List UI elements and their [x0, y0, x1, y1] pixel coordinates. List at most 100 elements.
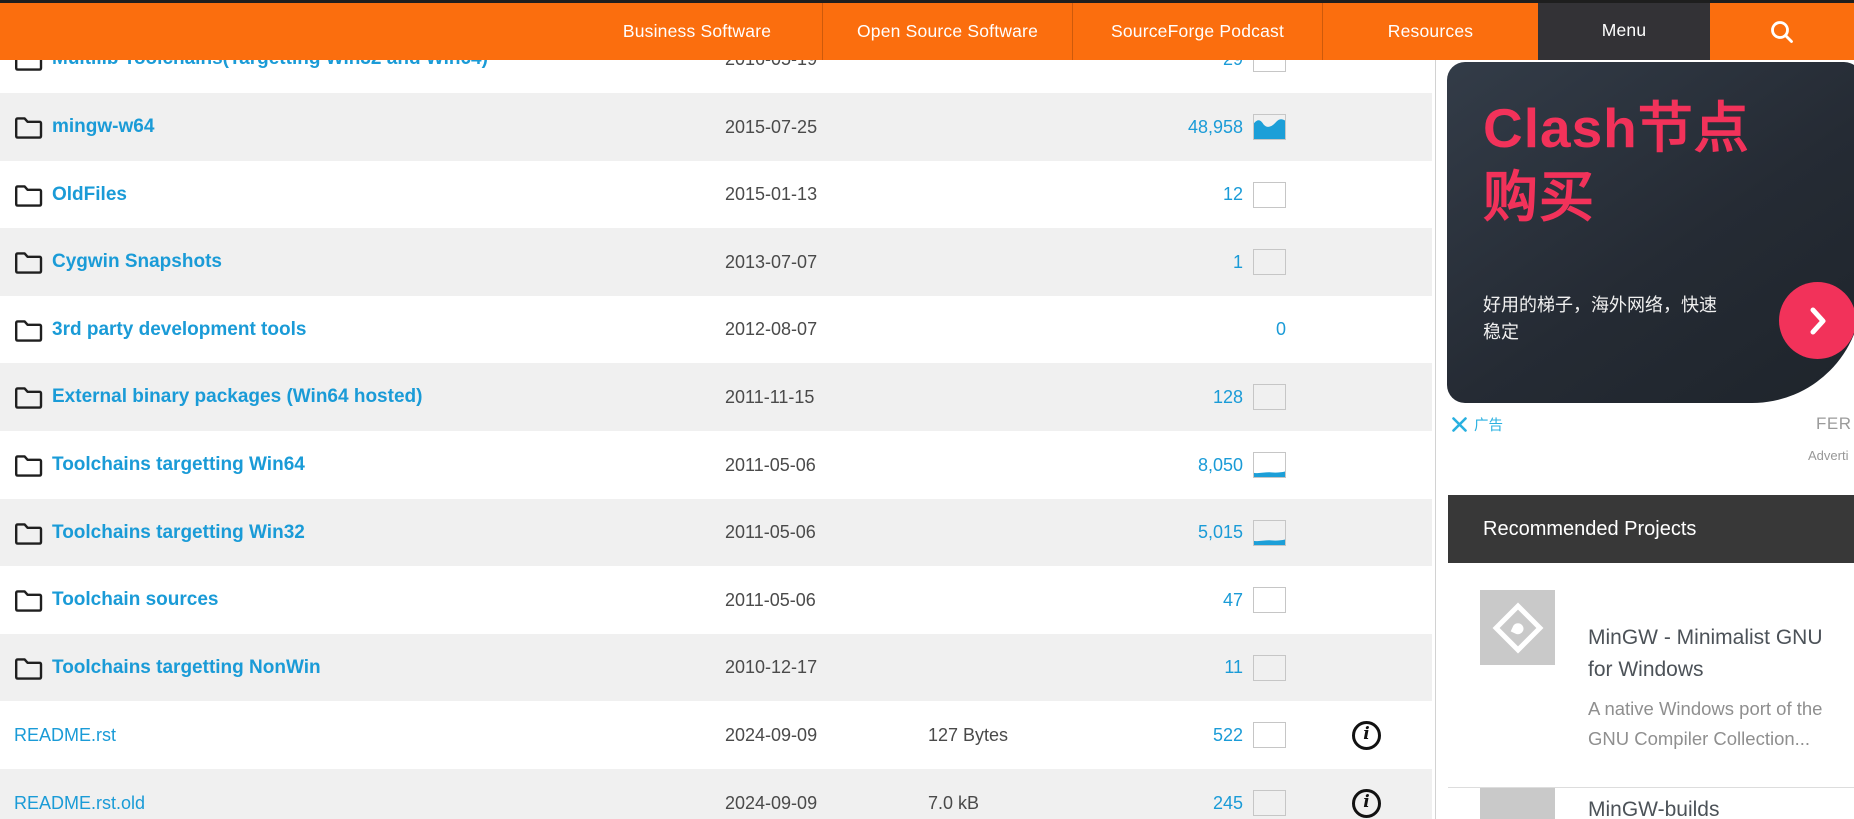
- downloads-cell: 8,050: [1000, 431, 1286, 499]
- downloads-cell: 5,015: [1000, 499, 1286, 567]
- folder-icon: [15, 117, 43, 139]
- downloads-cell: 0: [1000, 296, 1286, 364]
- info-cell: i: [1352, 701, 1381, 769]
- downloads-cell: 1: [1000, 228, 1286, 296]
- nav-resources[interactable]: Resources: [1322, 3, 1538, 60]
- ad-brand-text: FER: [1816, 414, 1852, 433]
- table-row: External binary packages (Win64 hosted) 2…: [0, 363, 1432, 432]
- ad-title: Clash节点 购买: [1483, 97, 1750, 228]
- file-link[interactable]: External binary packages (Win64 hosted): [52, 386, 423, 408]
- name-cell: Toolchain sources: [14, 566, 218, 634]
- ad-banner[interactable]: Clash节点 购买 好用的梯子，海外网络，快速 稳定: [1447, 62, 1854, 403]
- downloads-count[interactable]: 1: [1232, 251, 1243, 272]
- file-link[interactable]: Toolchain sources: [52, 589, 219, 611]
- project-logo[interactable]: [1480, 788, 1555, 819]
- project-divider: [1448, 787, 1854, 788]
- download-trend-icon[interactable]: [1253, 114, 1286, 140]
- modified-date: 2024-09-09: [725, 792, 818, 813]
- info-icon[interactable]: i: [1352, 788, 1381, 818]
- name-cell: External binary packages (Win64 hosted): [14, 363, 422, 431]
- file-size: 7.0 kB: [928, 792, 980, 813]
- ad-arrow-button[interactable]: [1779, 282, 1854, 359]
- project-title-link[interactable]: MinGW - Minimalist GNU for Windows: [1588, 626, 1823, 681]
- nav-open-source-software[interactable]: Open Source Software: [822, 3, 1072, 60]
- modified-date: 2024-09-09: [725, 724, 818, 745]
- file-link[interactable]: Toolchains targetting Win64: [52, 454, 305, 475]
- recommended-projects-card: MinGW - Minimalist GNU for Windows A nat…: [1448, 563, 1854, 819]
- project-logo[interactable]: [1480, 590, 1555, 665]
- modified-date: 2011-11-15: [725, 386, 815, 407]
- downloads-count[interactable]: 11: [1224, 657, 1243, 678]
- download-trend-icon[interactable]: [1253, 654, 1286, 681]
- name-cell: Cygwin Snapshots: [14, 228, 222, 296]
- folder-icon: [15, 455, 43, 477]
- info-icon[interactable]: i: [1352, 720, 1381, 750]
- recommended-projects-title: Recommended Projects: [1483, 517, 1697, 540]
- downloads-cell: 128: [1000, 363, 1286, 431]
- table-row: OldFiles 2015-01-13 12: [0, 160, 1432, 229]
- name-cell: mingw-w64: [14, 93, 154, 161]
- file-link[interactable]: 3rd party development tools: [52, 318, 307, 340]
- file-link[interactable]: README.rst.old: [14, 792, 146, 813]
- nav-menu-button[interactable]: Menu: [1538, 0, 1710, 60]
- modified-date: 2011-05-06: [725, 589, 816, 610]
- download-trend-icon[interactable]: [1253, 181, 1286, 208]
- modified-date: 2015-07-25: [725, 116, 818, 137]
- table-row: Toolchains targetting NonWin 2010-12-17 11: [0, 633, 1432, 702]
- name-cell: README.rst.old: [14, 769, 145, 819]
- nav-sourceforge-podcast[interactable]: SourceForge Podcast: [1072, 3, 1322, 60]
- download-trend-icon[interactable]: [1253, 249, 1286, 276]
- modified-date: 2015-01-13: [725, 184, 818, 205]
- info-cell: i: [1352, 769, 1381, 819]
- folder-icon: [15, 184, 43, 207]
- nav-business-software[interactable]: Business Software: [622, 21, 772, 41]
- file-link[interactable]: Cygwin Snapshots: [52, 251, 222, 273]
- file-link[interactable]: README.rst: [14, 724, 117, 745]
- file-link[interactable]: Toolchains targetting NonWin: [52, 656, 321, 678]
- file-link[interactable]: Toolchains targetting Win32: [52, 521, 305, 543]
- downloads-count[interactable]: 245: [1212, 792, 1243, 813]
- download-trend-icon[interactable]: [1253, 722, 1286, 749]
- downloads-count[interactable]: 12: [1222, 184, 1243, 205]
- folder-icon: [15, 590, 43, 612]
- table-row: mingw-w64 2015-07-25 48,958: [0, 93, 1432, 161]
- project-title-link[interactable]: MinGW-builds: [1588, 798, 1720, 819]
- modified-date: 2010-12-17: [725, 657, 818, 678]
- downloads-count[interactable]: 5,015: [1197, 522, 1243, 543]
- modified-date: 2013-07-07: [725, 251, 818, 272]
- file-link[interactable]: mingw-w64: [52, 116, 155, 137]
- downloads-count[interactable]: 128: [1212, 386, 1243, 407]
- recommended-projects-header: Recommended Projects: [1448, 495, 1854, 563]
- downloads-cell: 48,958: [1000, 93, 1286, 161]
- modified-date: 2012-08-07: [725, 319, 818, 340]
- downloads-count[interactable]: 0: [1275, 319, 1286, 340]
- table-row: Toolchains targetting Win32 2011-05-06 5,0…: [0, 498, 1432, 567]
- download-trend-icon[interactable]: [1253, 587, 1286, 614]
- downloads-count[interactable]: 522: [1212, 724, 1243, 745]
- folder-icon: [15, 657, 43, 680]
- sidebar-divider: [1435, 60, 1436, 819]
- download-trend-icon[interactable]: [1253, 452, 1286, 478]
- folder-icon: [15, 387, 43, 410]
- downloads-cell: 522: [1000, 701, 1286, 769]
- name-cell: README.rst: [14, 701, 116, 769]
- advertisement-label: Adverti: [1808, 448, 1849, 463]
- project-description: A native Windows port of the GNU Compile…: [1588, 698, 1823, 749]
- table-row: README.rst 2024-09-09 127 Bytes 522 i: [0, 701, 1432, 770]
- download-trend-icon[interactable]: [1253, 384, 1286, 411]
- search-button[interactable]: [1710, 3, 1854, 60]
- file-link[interactable]: OldFiles: [52, 183, 127, 205]
- downloads-count[interactable]: 48,958: [1187, 116, 1243, 137]
- ad-dismiss-button[interactable]: 广告: [1452, 414, 1503, 435]
- downloads-count[interactable]: 47: [1222, 589, 1243, 610]
- downloads-count[interactable]: 8,050: [1197, 454, 1243, 475]
- modified-date: 2011-05-06: [725, 454, 816, 475]
- table-row: Toolchain sources 2011-05-06 47: [0, 566, 1432, 635]
- download-trend-icon[interactable]: [1253, 519, 1286, 546]
- downloads-cell: 12: [1000, 161, 1286, 229]
- chevron-right-icon: [1810, 307, 1825, 334]
- ad-subtitle: 好用的梯子，海外网络，快速 稳定: [1483, 295, 1717, 342]
- download-trend-icon[interactable]: [1253, 790, 1286, 816]
- name-cell: Toolchains targetting Win64: [14, 431, 305, 499]
